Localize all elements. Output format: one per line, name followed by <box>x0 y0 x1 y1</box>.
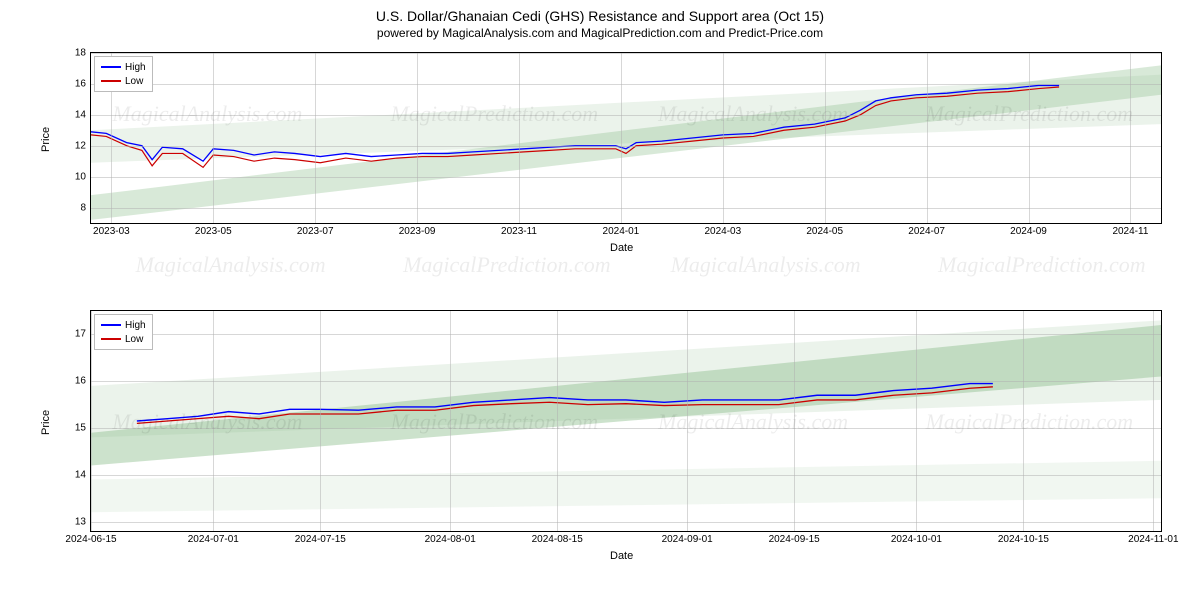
legend-item-low: Low <box>101 332 146 346</box>
chart-top: High Low 810121416182023-032023-052023-0… <box>90 52 1162 224</box>
chart-bottom: High Low 13141516172024-06-152024-07-012… <box>90 310 1162 532</box>
ytick-label: 15 <box>46 423 91 434</box>
xlabel-bottom: Date <box>610 550 633 562</box>
xtick-label: 2024-07 <box>908 223 945 237</box>
legend-label-low: Low <box>125 76 143 87</box>
xtick-label: 2023-07 <box>297 223 334 237</box>
xtick-label: 2024-07-15 <box>295 531 346 545</box>
figure-container: U.S. Dollar/Ghanaian Cedi (GHS) Resistan… <box>0 0 1200 600</box>
xtick-label: 2024-10-01 <box>891 531 942 545</box>
legend-swatch-high <box>101 324 121 326</box>
legend: High Low <box>94 56 153 92</box>
xtick-label: 2024-01 <box>603 223 640 237</box>
watermark: MagicalAnalysis.com <box>136 252 326 278</box>
legend-item-high: High <box>101 318 146 332</box>
watermark: MagicalAnalysis.com <box>671 252 861 278</box>
legend-swatch-low <box>101 338 121 340</box>
xtick-label: 2024-08-15 <box>532 531 583 545</box>
xtick-label: 2023-11 <box>501 223 537 237</box>
xtick-label: 2023-03 <box>93 223 130 237</box>
xtick-label: 2024-05 <box>806 223 843 237</box>
xtick-label: 2024-08-01 <box>425 531 476 545</box>
chart-top-plot <box>91 53 1161 223</box>
legend-swatch-high <box>101 66 121 68</box>
ytick-label: 14 <box>46 469 91 480</box>
watermark: MagicalPrediction.com <box>938 252 1146 278</box>
ylabel-top: Price <box>40 152 65 164</box>
ytick-label: 8 <box>46 202 91 213</box>
ytick-label: 12 <box>46 140 91 151</box>
legend-item-low: Low <box>101 74 146 88</box>
legend-swatch-low <box>101 80 121 82</box>
watermark: MagicalPrediction.com <box>403 252 611 278</box>
ylabel-bottom: Price <box>40 435 65 447</box>
xtick-label: 2024-09 <box>1010 223 1047 237</box>
chart-bottom-plot <box>91 311 1161 531</box>
ytick-label: 18 <box>46 48 91 59</box>
xtick-label: 2023-05 <box>195 223 232 237</box>
legend-item-high: High <box>101 60 146 74</box>
xtick-label: 2023-09 <box>399 223 436 237</box>
legend-label-low: Low <box>125 334 143 345</box>
xtick-label: 2024-11 <box>1112 223 1148 237</box>
ytick-label: 17 <box>46 329 91 340</box>
ytick-label: 16 <box>46 376 91 387</box>
xtick-label: 2024-07-01 <box>188 531 239 545</box>
chart-title: U.S. Dollar/Ghanaian Cedi (GHS) Resistan… <box>0 0 1200 24</box>
xlabel-top: Date <box>610 242 633 254</box>
legend-label-high: High <box>125 320 146 331</box>
xtick-label: 2024-09-15 <box>769 531 820 545</box>
legend: High Low <box>94 314 153 350</box>
xtick-label: 2024-09-01 <box>662 531 713 545</box>
xtick-label: 2024-06-15 <box>65 531 116 545</box>
ytick-label: 14 <box>46 109 91 120</box>
ytick-label: 16 <box>46 78 91 89</box>
ytick-label: 10 <box>46 171 91 182</box>
chart-subtitle: powered by MagicalAnalysis.com and Magic… <box>0 24 1200 40</box>
xtick-label: 2024-10-15 <box>998 531 1049 545</box>
legend-label-high: High <box>125 62 146 73</box>
xtick-label: 2024-03 <box>704 223 741 237</box>
ytick-label: 13 <box>46 516 91 527</box>
xtick-label: 2024-11-01 <box>1128 531 1178 545</box>
